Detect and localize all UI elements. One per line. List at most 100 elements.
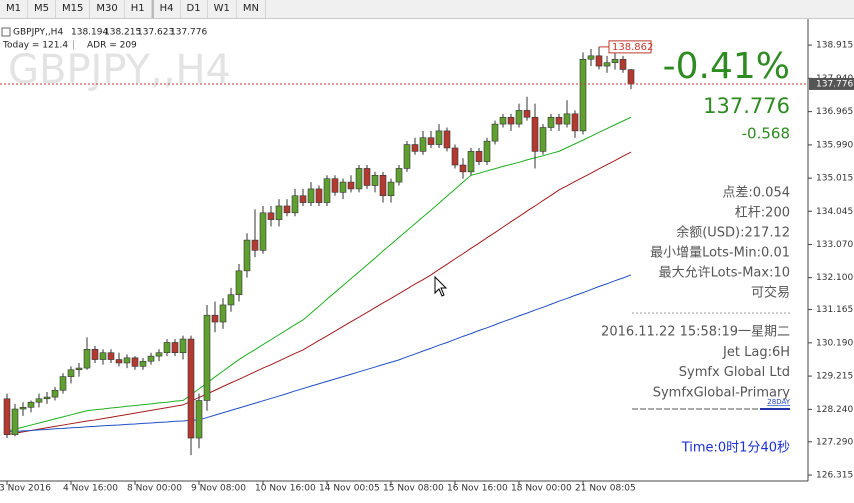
candle-body	[27, 401, 35, 408]
x-tick-label: 16 Nov 16:00	[447, 484, 508, 494]
candle-body	[379, 174, 387, 197]
candle-body	[35, 398, 43, 403]
candle-body	[259, 212, 267, 251]
candle-body	[563, 113, 571, 125]
timeframe-button[interactable]: M30	[90, 0, 125, 18]
candle-body	[67, 369, 75, 377]
candle-body	[475, 151, 483, 162]
plot-background	[0, 19, 808, 481]
moving-average	[6, 151, 632, 436]
candle-body	[307, 188, 315, 203]
server-info: Symfx Global Ltd	[679, 365, 790, 380]
timeframe-button[interactable]: H4	[151, 0, 181, 18]
timeframe-button[interactable]: D1	[181, 0, 208, 18]
candle-body	[75, 367, 83, 371]
candle-body	[411, 144, 419, 152]
separator: |	[72, 41, 75, 51]
candle-body	[51, 389, 59, 398]
account-info: 余额(USD):217.12	[676, 225, 790, 241]
x-tick-label: 9 Nov 08:00	[191, 484, 246, 494]
y-tick-label: 133.070	[816, 240, 853, 250]
candle-body	[107, 352, 115, 360]
x-tick-label: 21 Nov 08:05	[575, 484, 636, 494]
candle-body	[611, 58, 619, 63]
candle-body	[99, 352, 107, 360]
timer: Time:0时1分40秒	[681, 441, 790, 456]
account-info: 最小增量Lots-Min:0.01	[650, 246, 790, 261]
candle-body	[459, 164, 467, 173]
candle-body	[483, 140, 491, 162]
candle-body	[531, 116, 539, 152]
y-tick-label: 130.190	[816, 338, 853, 348]
y-tick-label: 136.965	[816, 107, 853, 117]
candle-body	[227, 294, 235, 306]
account-info: 点差:0.054	[722, 186, 790, 201]
today-range: Today = 121.4	[2, 41, 68, 51]
candle-body	[347, 181, 355, 190]
candle-body	[243, 239, 251, 272]
ohlc-open: 138.194	[71, 28, 108, 38]
candle-body	[507, 116, 515, 125]
y-tick-label: 138.915	[816, 41, 853, 51]
candle-body	[371, 174, 379, 186]
candle-body	[539, 127, 547, 152]
timeframe-button[interactable]: M15	[56, 0, 91, 18]
x-tick-label: 8 Nov 00:00	[127, 484, 182, 494]
candle-body	[331, 178, 339, 193]
candle-body	[3, 398, 11, 435]
y-tick-label: 129.215	[816, 372, 853, 382]
candle-body	[403, 144, 411, 169]
candle-body	[515, 110, 523, 125]
candle-body	[579, 58, 587, 132]
ohlc-high: 138.215	[104, 28, 141, 38]
candle-body	[339, 181, 347, 193]
candle-body	[187, 338, 195, 439]
candle-body	[43, 396, 51, 400]
candle-body	[155, 352, 163, 357]
candle-body	[139, 360, 147, 367]
y-tick-label: 135.015	[816, 174, 853, 184]
candle-body	[435, 130, 443, 145]
candle-body	[291, 195, 299, 214]
symbol-label: GBPJPY,,H4	[13, 28, 63, 38]
candle-body	[315, 188, 323, 203]
server-info: SymfxGlobal-Primary	[653, 385, 791, 400]
x-tick-label: 15 Nov 08:00	[383, 484, 444, 494]
candle-body	[179, 338, 187, 354]
change-percent: -0.41%	[663, 46, 790, 87]
candle-body	[195, 400, 203, 439]
candle-body	[619, 58, 627, 70]
candle-body	[11, 408, 19, 435]
candle-body	[59, 376, 67, 391]
candle-body	[571, 113, 579, 132]
candle-body	[171, 342, 179, 354]
timeframe-button[interactable]: H1	[125, 0, 152, 18]
adr: ADR = 209	[87, 41, 137, 51]
timeframe-button[interactable]: M1	[0, 0, 28, 18]
ohlc-close: 137.776	[170, 28, 207, 38]
account-info: 最大允许Lots-Max:10	[659, 265, 790, 281]
x-tick-label: 18 Nov 00:00	[511, 484, 572, 494]
day-counter: 28DAY	[767, 398, 790, 406]
y-tick-label: 135.990	[816, 140, 853, 150]
timeframe-button[interactable]: W1	[208, 0, 237, 18]
candle-body	[267, 212, 275, 220]
candle-body	[323, 178, 331, 203]
candle-body	[123, 357, 131, 364]
x-tick-label: 10 Nov 16:00	[255, 484, 316, 494]
candle-body	[587, 55, 595, 60]
timeframe-button[interactable]: MN	[237, 0, 266, 18]
candle-body	[603, 62, 611, 67]
current-price-label: 137.776	[816, 79, 853, 89]
mouse-cursor	[434, 275, 448, 297]
timeframe-button[interactable]: M5	[28, 0, 56, 18]
candle-body	[595, 55, 603, 67]
candle-body	[467, 151, 475, 173]
y-tick-label: 131.165	[816, 305, 853, 315]
current-price-tag	[809, 77, 854, 90]
candle-body	[547, 116, 555, 128]
candle-body	[523, 110, 531, 118]
moving-average	[6, 116, 632, 432]
